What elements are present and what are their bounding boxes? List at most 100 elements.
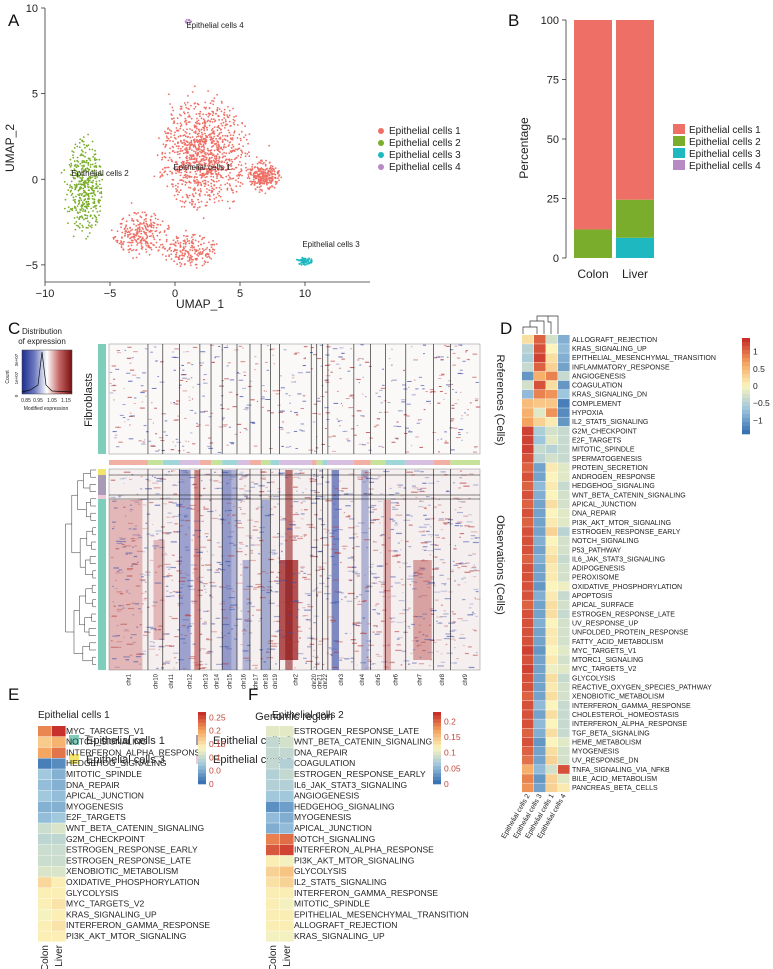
e-cell (52, 790, 66, 802)
umap-point (201, 180, 204, 183)
cnv-mark (184, 519, 191, 522)
umap-point (238, 133, 241, 136)
cnv-mark (138, 663, 142, 665)
umap-point (184, 245, 187, 248)
umap-point (131, 249, 133, 252)
cnv-mark (167, 471, 170, 473)
reference-cnv-mark (430, 391, 436, 393)
reference-cnv-mark (443, 398, 445, 400)
reference-cnv-mark (440, 358, 444, 360)
cnv-mark (216, 636, 224, 639)
reference-cnv-mark (422, 344, 427, 346)
cnv-mark (418, 505, 423, 508)
umap-point (139, 236, 141, 239)
umap-point (92, 210, 94, 212)
dendrogram-branch (92, 599, 96, 608)
umap-point (199, 160, 202, 163)
cnv-mark (259, 491, 265, 493)
cnv-mark (420, 567, 424, 569)
umap-point (193, 176, 196, 179)
umap-point (215, 138, 218, 140)
reference-cnv-mark (155, 360, 158, 362)
umap-point (170, 249, 173, 252)
d-cell (546, 545, 558, 555)
d-cell (522, 774, 534, 783)
cnv-mark (120, 538, 126, 540)
umap-point (176, 122, 179, 125)
cnv-mark (411, 491, 418, 493)
umap-point (168, 247, 171, 250)
cnv-mark (454, 545, 457, 547)
umap-point (141, 223, 143, 225)
d-scale-step (742, 338, 750, 343)
cluster-label-1: Epithelial cells 1 (173, 163, 231, 172)
umap-point (173, 134, 176, 137)
umap-point (260, 167, 263, 170)
f-cell (266, 920, 280, 931)
umap-point (186, 238, 189, 240)
reference-cnv-mark (194, 412, 197, 414)
umap-point (220, 175, 223, 177)
umap-point (94, 220, 97, 223)
cnv-mark (188, 527, 190, 529)
umap-point (133, 211, 136, 214)
d-cell (522, 499, 534, 509)
umap-point (206, 191, 208, 194)
umap-point (181, 200, 184, 203)
umap-point (203, 146, 206, 149)
cnv-mark (221, 600, 226, 603)
reference-cnv-mark (339, 425, 341, 427)
reference-cnv-mark (453, 427, 458, 429)
cnv-mark (300, 502, 303, 504)
umap-point (188, 121, 191, 123)
cnv-mark (141, 580, 146, 582)
dendrogram-branch (92, 656, 96, 665)
umap-point (260, 182, 262, 185)
reference-cnv-mark (281, 445, 284, 447)
umap-point (93, 193, 96, 196)
umap-point (188, 114, 191, 117)
cnv-mark (192, 572, 195, 574)
cnv-mark (356, 536, 359, 538)
cnv-mark (113, 526, 115, 528)
umap-point (183, 174, 186, 177)
umap-point (99, 173, 102, 176)
d-cell (546, 417, 558, 427)
cnv-mark (440, 528, 444, 531)
umap-point (224, 155, 227, 158)
cnv-mark (469, 603, 474, 605)
cnv-mark (413, 575, 419, 577)
umap-point (124, 232, 127, 235)
reference-cnv-mark (302, 365, 306, 367)
umap-point (86, 235, 89, 238)
cnv-mark (273, 642, 279, 645)
umap-point (212, 153, 215, 156)
chromosome-label: chr17 (254, 673, 260, 689)
reference-cnv-mark (419, 446, 423, 448)
cnv-mark (455, 657, 459, 660)
reference-cnv-mark (132, 374, 137, 376)
chromosome-label: chr22 (323, 673, 329, 689)
cnv-mark (304, 593, 311, 595)
cnv-mark (329, 653, 333, 656)
umap-point (94, 157, 96, 160)
cnv-mark (238, 473, 243, 475)
cnv-mark (268, 558, 275, 561)
reference-cnv-mark (112, 431, 117, 433)
cnv-mark (139, 611, 143, 613)
umap-point (208, 124, 211, 127)
cnv-mark (189, 476, 196, 479)
umap-point (147, 229, 149, 231)
reference-cnv-mark (203, 382, 208, 384)
d-cell (546, 463, 558, 472)
umap-point (188, 22, 191, 25)
d-row-label: NOTCH_SIGNALING (572, 538, 639, 545)
umap-point (208, 189, 211, 192)
cnv-mark (203, 506, 206, 508)
cnv-mark (436, 620, 438, 622)
d-cell (534, 335, 546, 344)
chromosome-segment (199, 460, 212, 465)
cnv-mark (186, 471, 188, 474)
umap-point (265, 174, 268, 177)
reference-cnv-mark (217, 451, 222, 453)
